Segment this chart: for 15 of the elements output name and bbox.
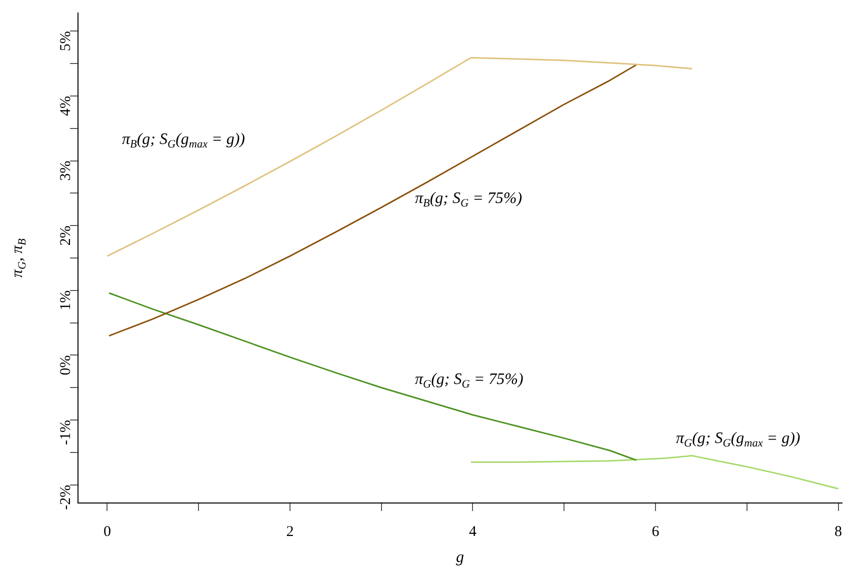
y-tick-label: 1%: [58, 290, 74, 310]
x-tick-label: 8: [834, 524, 842, 540]
x-tick-label: 2: [286, 524, 294, 540]
y-tick-label: 2%: [58, 226, 74, 246]
y-axis-title: πG, πB: [9, 238, 29, 278]
y-tick-label: 5%: [58, 31, 74, 52]
x-tick-label: 0: [103, 524, 111, 540]
x-tick-label: 4: [468, 524, 477, 540]
y-tick-label: 4%: [58, 96, 74, 116]
x-tick-label: 6: [652, 524, 660, 540]
y-tick-label: -1%: [58, 420, 74, 446]
y-tick-label: -2%: [58, 484, 74, 510]
y-tick-label: 0%: [58, 355, 74, 376]
y-tick-label: 3%: [58, 160, 74, 181]
x-axis-title: g: [456, 549, 464, 566]
